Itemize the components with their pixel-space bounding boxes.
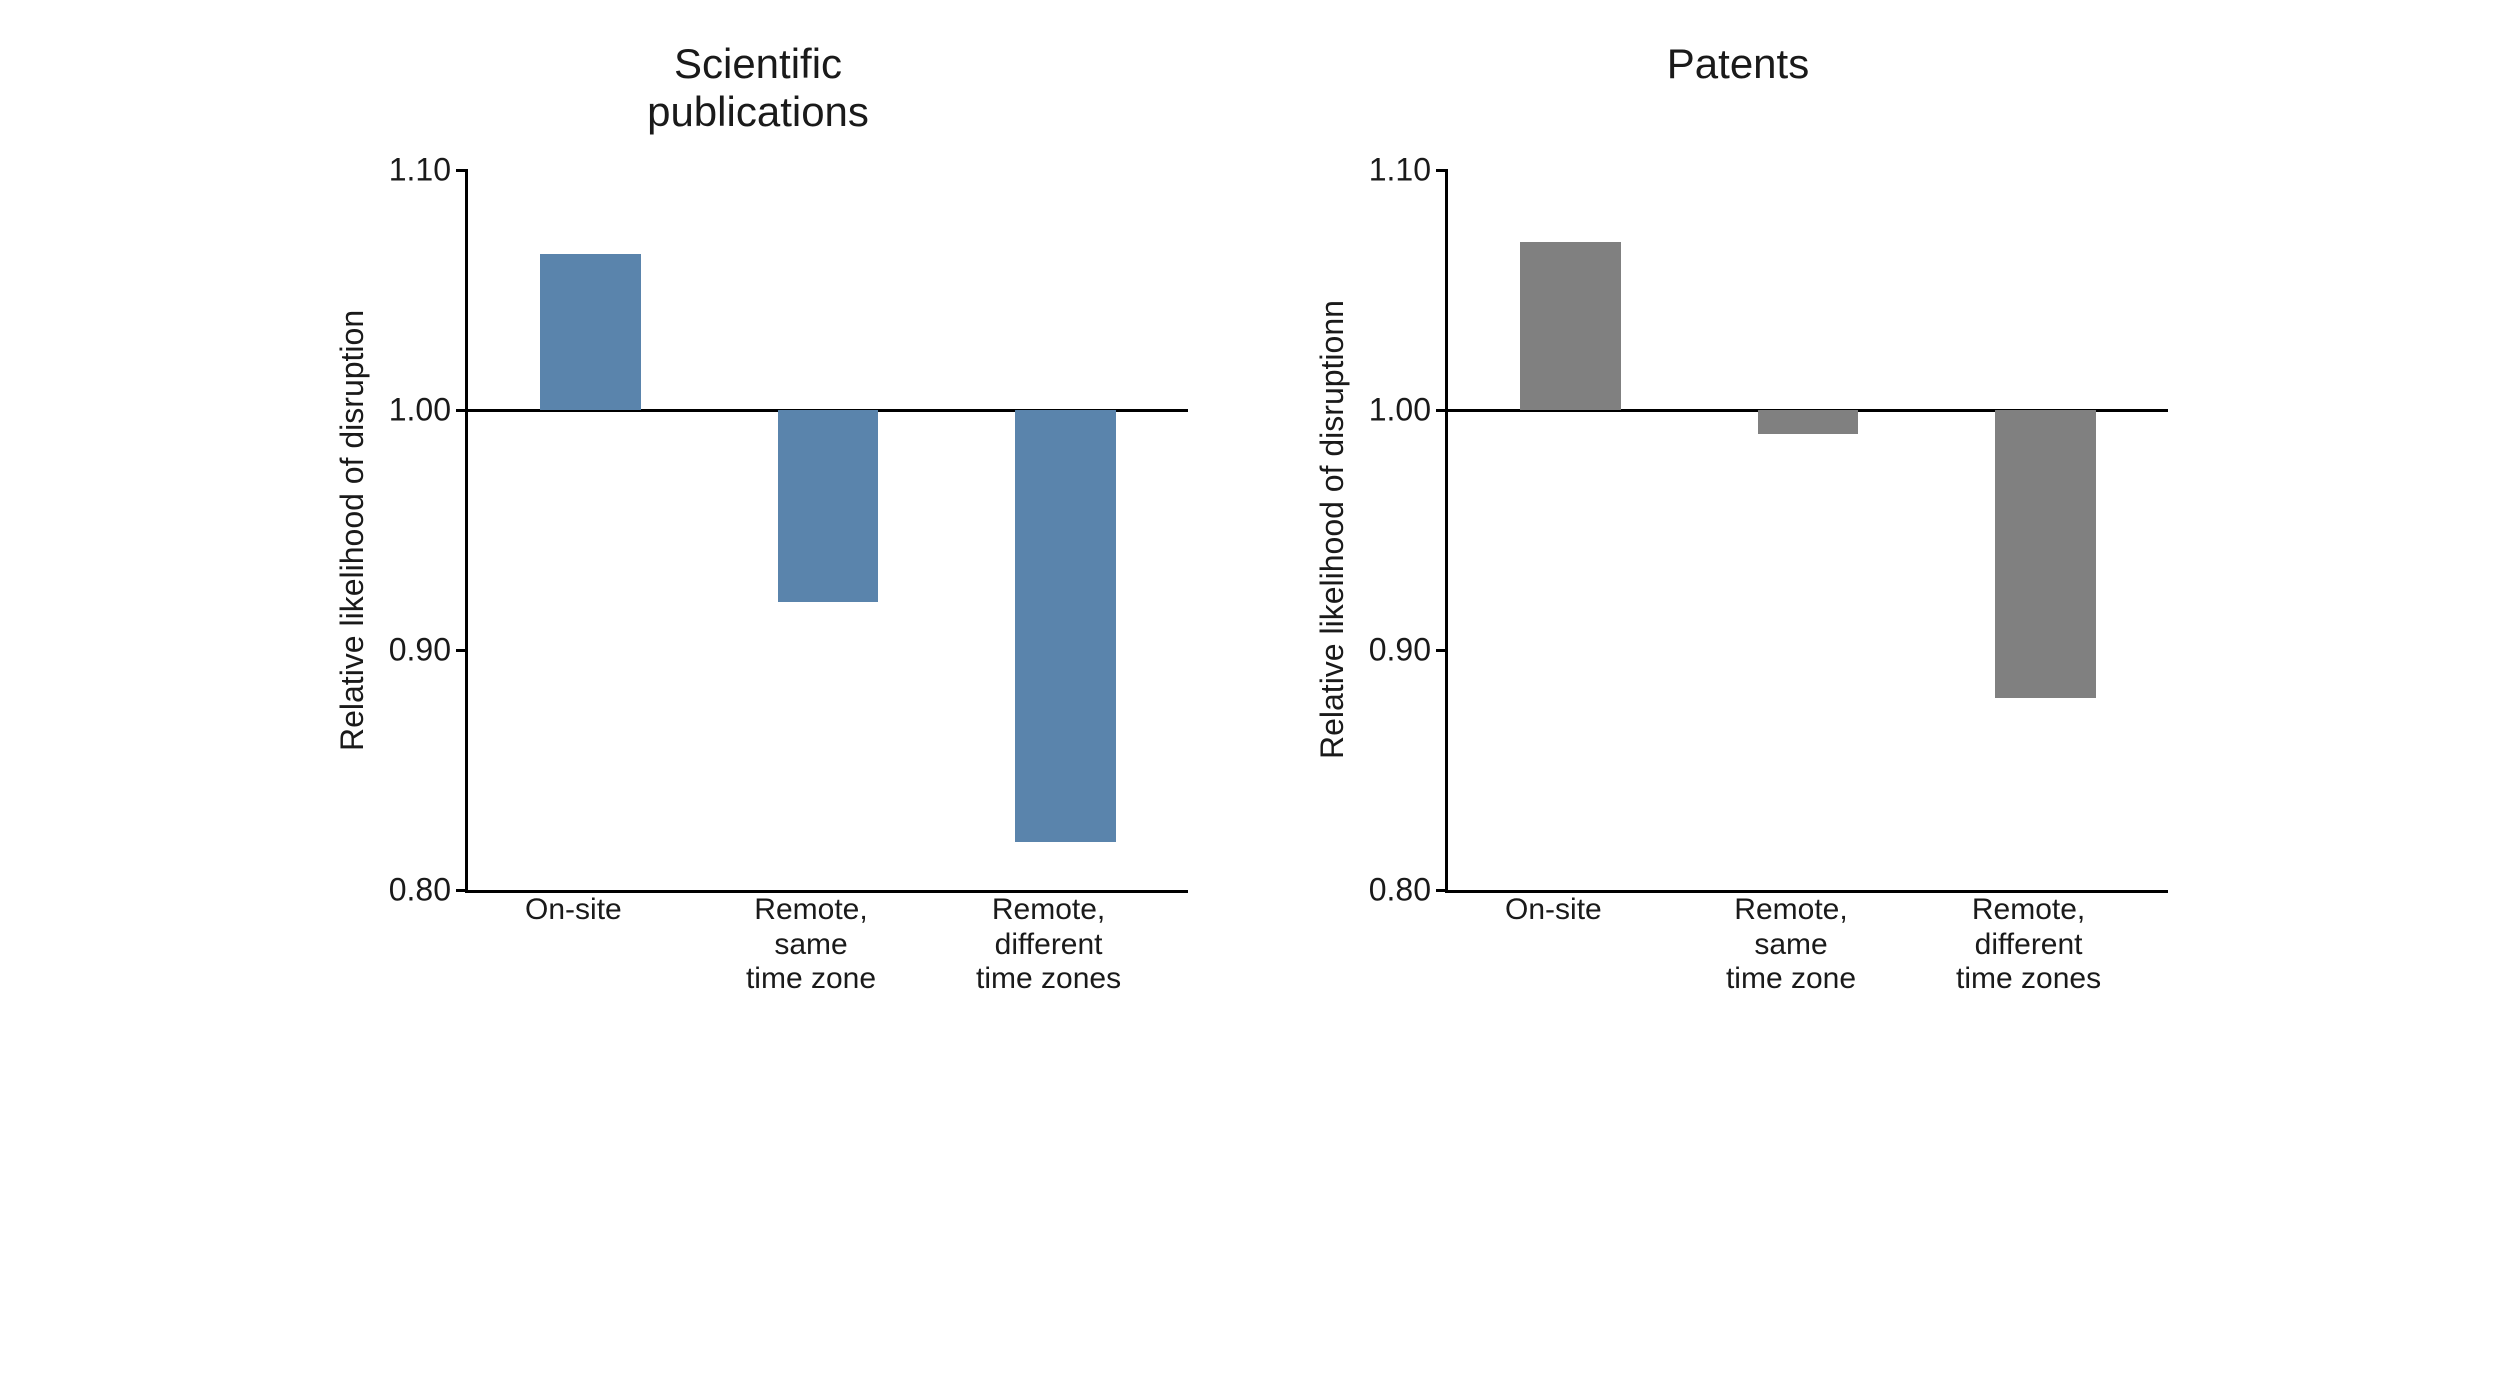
x-tick-label: Remote, same time zone: [691, 893, 931, 997]
bar: [1520, 242, 1621, 410]
panel-title: Patents: [1667, 40, 1809, 140]
bar: [1995, 410, 2096, 698]
x-tick-labels: On-siteRemote, same time zoneRemote, dif…: [451, 893, 1171, 1035]
x-tick-label: On-site: [453, 893, 693, 928]
y-tick-label: 1.10: [1369, 152, 1431, 189]
bar: [1758, 410, 1859, 434]
y-axis-label: Relative likelihood of disruptionn: [1308, 170, 1351, 890]
x-tick-labels: On-siteRemote, same time zoneRemote, dif…: [1431, 893, 2151, 1035]
y-tick-label: 1.00: [389, 392, 451, 429]
y-axis-label: Relative likelihood of disruption: [328, 170, 371, 890]
plot-area: [465, 170, 1188, 893]
spacer: [371, 893, 451, 1035]
bar: [1015, 410, 1116, 842]
x-tick-label: On-site: [1433, 893, 1673, 928]
bar: [540, 254, 641, 410]
y-tick-label: 1.10: [389, 152, 451, 189]
spacer: [1351, 893, 1431, 1035]
chart-wrap: Relative likelihood of disruption 0.80 0.9…: [328, 170, 1188, 1035]
plot-column: 0.800.901.001.10On-siteRemote, same time…: [371, 170, 1188, 1035]
plot-row: 0.800.901.001.10: [371, 170, 1188, 893]
y-tick-label: 0.90: [389, 632, 451, 669]
y-tick-labels: 0.800.901.001.10: [1351, 170, 1445, 890]
y-tick-labels: 0.800.901.001.10: [371, 170, 465, 890]
y-tick-mark: [1436, 889, 1448, 892]
x-tick-label: Remote, different time zones: [1909, 893, 2149, 997]
y-tick-mark: [456, 169, 468, 172]
panel-title: Scientific publications: [647, 40, 869, 140]
x-labels-wrap: On-siteRemote, same time zoneRemote, dif…: [371, 893, 1188, 1035]
y-tick-mark: [1436, 649, 1448, 652]
plot-row: 0.800.901.001.10: [1351, 170, 2168, 893]
y-tick-label: 0.90: [1369, 632, 1431, 669]
chart-panel-patents: Patents Relative likelihood of disruption…: [1308, 40, 2168, 1035]
chart-wrap: Relative likelihood of disruptionn 0.80 0.…: [1308, 170, 2168, 1035]
plot-area: [1445, 170, 2168, 893]
y-tick-mark: [1436, 169, 1448, 172]
bar: [778, 410, 879, 602]
y-tick-label: 0.80: [389, 872, 451, 909]
y-tick-mark: [456, 649, 468, 652]
y-tick-label: 0.80: [1369, 872, 1431, 909]
x-tick-label: Remote, same time zone: [1671, 893, 1911, 997]
plot-column: 0.800.901.001.10On-siteRemote, same time…: [1351, 170, 2168, 1035]
y-tick-mark: [456, 889, 468, 892]
figure-container: Scientific publications Relative likeliho…: [0, 0, 2496, 1095]
y-tick-mark: [1436, 409, 1448, 412]
x-tick-label: Remote, different time zones: [929, 893, 1169, 997]
x-labels-wrap: On-siteRemote, same time zoneRemote, dif…: [1351, 893, 2168, 1035]
chart-panel-pubs: Scientific publications Relative likeliho…: [328, 40, 1188, 1035]
y-tick-label: 1.00: [1369, 392, 1431, 429]
y-tick-mark: [456, 409, 468, 412]
